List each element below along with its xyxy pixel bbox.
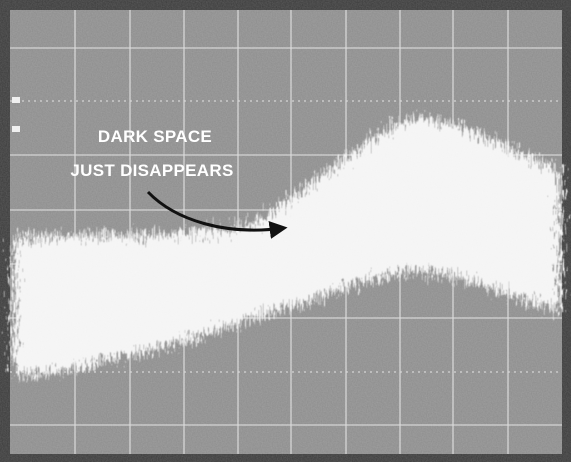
photo-grain bbox=[10, 10, 562, 454]
arrow bbox=[146, 190, 288, 239]
annotation-line: JUST DISAPPEARS bbox=[70, 161, 233, 180]
annotation-line: DARK SPACE bbox=[98, 127, 212, 146]
